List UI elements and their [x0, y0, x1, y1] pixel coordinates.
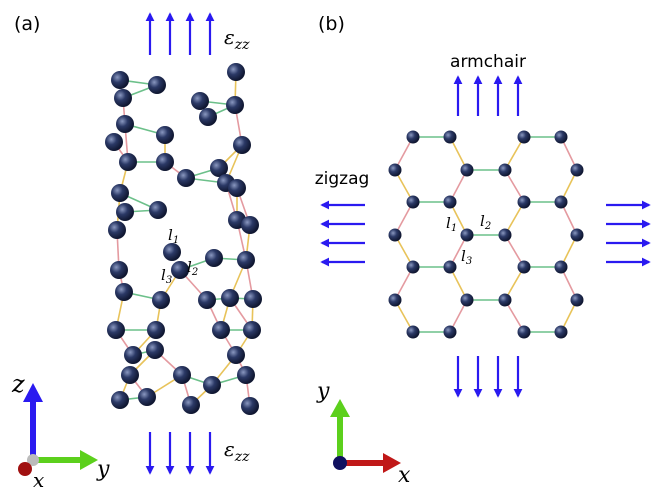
- axis-label: y: [96, 457, 110, 482]
- atom: [198, 291, 216, 309]
- atom: [555, 131, 568, 144]
- axis-label: x: [33, 468, 44, 487]
- atom: [389, 294, 402, 307]
- atom: [571, 229, 584, 242]
- atom: [114, 89, 132, 107]
- atom: [571, 294, 584, 307]
- atom: [203, 376, 221, 394]
- atom: [221, 289, 239, 307]
- armchair-label: armchair: [450, 52, 526, 72]
- axis-label: x: [398, 463, 411, 487]
- atom: [138, 388, 156, 406]
- atom: [227, 63, 245, 81]
- atom: [407, 261, 420, 274]
- atom: [499, 229, 512, 242]
- atom: [124, 346, 142, 364]
- panel-label: (b): [318, 13, 345, 35]
- atom: [115, 283, 133, 301]
- atom: [227, 346, 245, 364]
- atom: [119, 153, 137, 171]
- atom: [243, 321, 261, 339]
- atom: [555, 261, 568, 274]
- atom: [205, 249, 223, 267]
- bond-label: l3: [461, 247, 472, 267]
- atom: [571, 164, 584, 177]
- bond-label: l2: [480, 212, 491, 232]
- atom: [233, 136, 251, 154]
- atom: [177, 169, 195, 187]
- atom: [499, 294, 512, 307]
- atom: [148, 76, 166, 94]
- strain-label: εzz: [224, 25, 250, 53]
- atom: [111, 71, 129, 89]
- atom: [173, 366, 191, 384]
- bond-label: l1: [446, 214, 457, 234]
- atom: [116, 203, 134, 221]
- atom: [389, 164, 402, 177]
- axis-triad: [18, 383, 98, 476]
- atom: [111, 184, 129, 202]
- atom: [555, 326, 568, 339]
- atom: [121, 366, 139, 384]
- atom: [111, 391, 129, 409]
- atom: [152, 291, 170, 309]
- atom: [146, 341, 164, 359]
- atom: [407, 326, 420, 339]
- zigzag-label: zigzag: [315, 169, 370, 189]
- atom: [518, 326, 531, 339]
- strain-label: εzz: [224, 437, 250, 465]
- bond-label: l2: [187, 258, 198, 278]
- atom: [244, 290, 262, 308]
- atom: [518, 131, 531, 144]
- atom: [237, 251, 255, 269]
- atom: [461, 294, 474, 307]
- atom: [518, 261, 531, 274]
- atom: [241, 216, 259, 234]
- axis-triad: [330, 399, 401, 473]
- atom: [110, 261, 128, 279]
- atom: [156, 126, 174, 144]
- atom: [444, 326, 457, 339]
- atom: [149, 201, 167, 219]
- atom: [499, 164, 512, 177]
- atom: [237, 366, 255, 384]
- atom: [389, 229, 402, 242]
- atom: [212, 321, 230, 339]
- atom: [461, 229, 474, 242]
- atom: [461, 164, 474, 177]
- atom: [444, 131, 457, 144]
- atom: [147, 321, 165, 339]
- atom: [107, 321, 125, 339]
- atom: [182, 396, 200, 414]
- atom: [518, 196, 531, 209]
- panel-label: (a): [14, 13, 40, 35]
- atom: [199, 108, 217, 126]
- atom: [226, 96, 244, 114]
- atom: [228, 179, 246, 197]
- atom: [241, 397, 259, 415]
- atom: [444, 196, 457, 209]
- figure: (a) (b) εzz εzz armchair zigzag l1 l2 l3…: [0, 0, 656, 487]
- atom: [555, 196, 568, 209]
- atom: [108, 221, 126, 239]
- bond-label: l1: [168, 226, 179, 246]
- atom: [156, 153, 174, 171]
- atom: [444, 261, 457, 274]
- axis-label: z: [11, 370, 25, 398]
- bond-label: l3: [161, 266, 172, 286]
- atom: [407, 131, 420, 144]
- atom: [105, 133, 123, 151]
- atom: [191, 92, 209, 110]
- atom: [407, 196, 420, 209]
- atom: [116, 115, 134, 133]
- axis-label: y: [316, 379, 330, 404]
